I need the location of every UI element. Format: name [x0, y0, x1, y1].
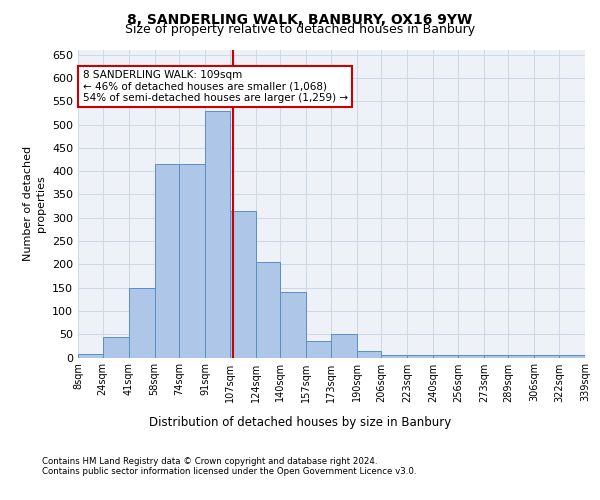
Text: Contains public sector information licensed under the Open Government Licence v3: Contains public sector information licen…	[42, 467, 416, 476]
Text: Contains HM Land Registry data © Crown copyright and database right 2024.: Contains HM Land Registry data © Crown c…	[42, 457, 377, 466]
Text: 8, SANDERLING WALK, BANBURY, OX16 9YW: 8, SANDERLING WALK, BANBURY, OX16 9YW	[127, 12, 473, 26]
Bar	[433, 355, 458, 358]
Bar	[484, 355, 508, 358]
Bar	[458, 355, 484, 358]
Bar	[331, 334, 357, 357]
Text: Distribution of detached houses by size in Banbury: Distribution of detached houses by size …	[149, 416, 451, 429]
Bar	[559, 355, 585, 358]
Bar	[280, 292, 306, 358]
Bar	[508, 355, 535, 358]
Bar	[128, 288, 155, 358]
Y-axis label: Number of detached
properties: Number of detached properties	[23, 146, 46, 262]
Bar	[78, 354, 103, 358]
Bar	[381, 355, 407, 358]
Bar	[306, 341, 331, 357]
Bar	[103, 337, 128, 357]
Bar	[256, 262, 280, 358]
Bar	[357, 350, 381, 358]
Bar	[179, 164, 205, 358]
Bar	[205, 110, 230, 358]
Bar	[535, 355, 559, 358]
Bar	[230, 210, 256, 358]
Text: Size of property relative to detached houses in Banbury: Size of property relative to detached ho…	[125, 22, 475, 36]
Bar	[407, 355, 433, 358]
Text: 8 SANDERLING WALK: 109sqm
← 46% of detached houses are smaller (1,068)
54% of se: 8 SANDERLING WALK: 109sqm ← 46% of detac…	[83, 70, 348, 103]
Bar	[155, 164, 179, 358]
